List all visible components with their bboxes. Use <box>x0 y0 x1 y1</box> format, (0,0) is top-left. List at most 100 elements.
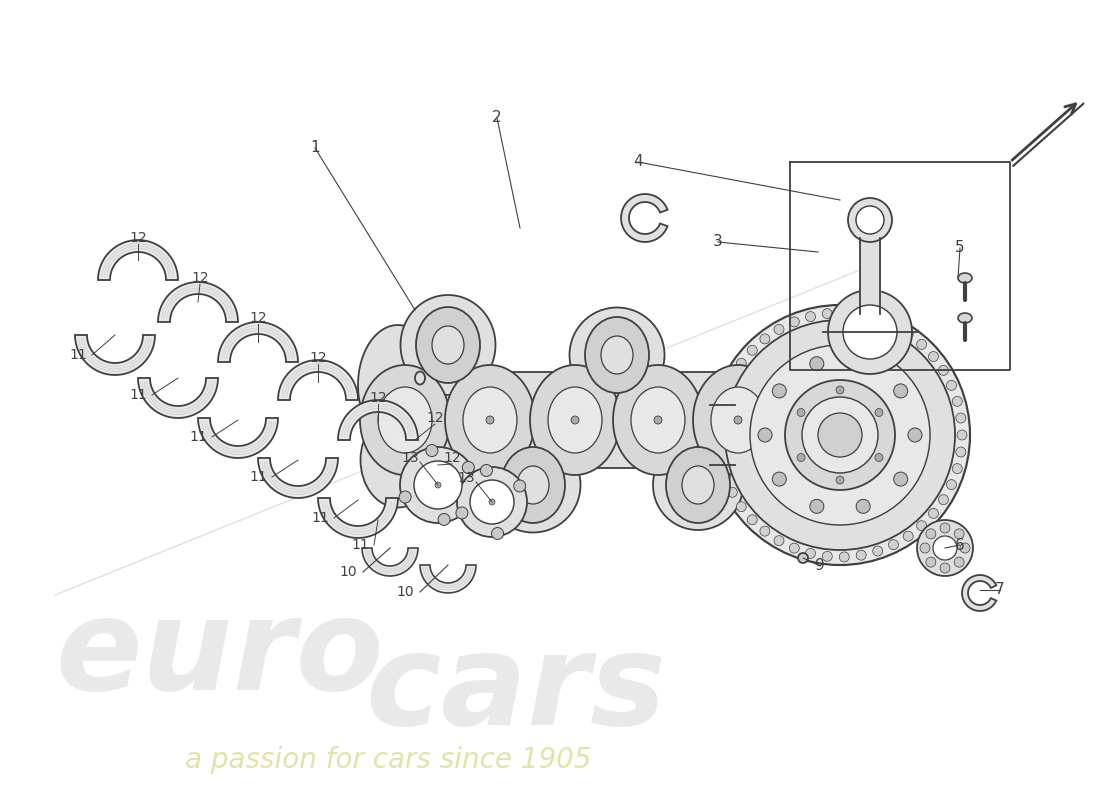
Polygon shape <box>98 240 178 280</box>
Ellipse shape <box>360 365 450 475</box>
Polygon shape <box>198 418 278 458</box>
Circle shape <box>917 520 974 576</box>
Ellipse shape <box>693 365 783 475</box>
FancyBboxPatch shape <box>557 372 676 468</box>
Circle shape <box>798 553 808 563</box>
Circle shape <box>810 357 824 370</box>
Circle shape <box>774 324 784 334</box>
Circle shape <box>893 384 907 398</box>
Circle shape <box>400 447 476 523</box>
Circle shape <box>893 472 907 486</box>
Circle shape <box>736 358 746 368</box>
Circle shape <box>492 527 504 539</box>
Circle shape <box>928 509 938 518</box>
Circle shape <box>734 416 742 424</box>
Ellipse shape <box>432 326 464 364</box>
Circle shape <box>399 491 411 503</box>
Ellipse shape <box>361 413 436 507</box>
Circle shape <box>716 405 726 414</box>
Circle shape <box>960 543 970 553</box>
FancyBboxPatch shape <box>387 372 508 468</box>
Circle shape <box>836 476 844 484</box>
Polygon shape <box>218 322 298 362</box>
Circle shape <box>856 206 884 234</box>
Ellipse shape <box>446 365 535 475</box>
Ellipse shape <box>631 387 685 453</box>
Circle shape <box>571 416 579 424</box>
Circle shape <box>908 428 922 442</box>
Text: cars: cars <box>365 627 666 752</box>
Circle shape <box>856 357 870 370</box>
Circle shape <box>434 482 441 488</box>
Circle shape <box>953 396 962 406</box>
Polygon shape <box>138 378 218 418</box>
Text: 7: 7 <box>996 582 1004 598</box>
Circle shape <box>490 499 495 505</box>
Circle shape <box>889 540 899 550</box>
Circle shape <box>736 502 746 512</box>
Ellipse shape <box>585 317 649 393</box>
Circle shape <box>805 548 815 558</box>
Circle shape <box>713 422 724 431</box>
Circle shape <box>486 416 494 424</box>
Text: 2: 2 <box>492 110 502 126</box>
Circle shape <box>720 472 730 482</box>
Text: 4: 4 <box>634 154 642 170</box>
Circle shape <box>462 462 474 474</box>
Circle shape <box>790 543 800 553</box>
Circle shape <box>946 380 957 390</box>
Polygon shape <box>962 575 997 611</box>
Circle shape <box>926 529 936 539</box>
Ellipse shape <box>666 447 730 523</box>
Ellipse shape <box>958 313 972 323</box>
Circle shape <box>933 536 957 560</box>
Text: 9: 9 <box>815 558 825 574</box>
Circle shape <box>872 314 882 324</box>
Ellipse shape <box>415 371 425 385</box>
Circle shape <box>928 351 938 362</box>
Circle shape <box>481 465 493 477</box>
Circle shape <box>953 464 962 474</box>
Text: 5: 5 <box>955 241 965 255</box>
Ellipse shape <box>682 466 714 504</box>
Polygon shape <box>75 335 155 375</box>
Text: a passion for cars since 1905: a passion for cars since 1905 <box>185 746 592 774</box>
Circle shape <box>805 312 815 322</box>
Text: euro: euro <box>55 592 384 717</box>
Ellipse shape <box>570 307 664 402</box>
Circle shape <box>903 531 913 541</box>
Ellipse shape <box>485 438 581 533</box>
Circle shape <box>916 339 926 350</box>
Circle shape <box>725 320 955 550</box>
Circle shape <box>802 397 878 473</box>
Ellipse shape <box>463 387 517 453</box>
FancyBboxPatch shape <box>472 372 593 468</box>
Circle shape <box>856 310 866 320</box>
Circle shape <box>438 514 450 526</box>
Circle shape <box>750 345 930 525</box>
Polygon shape <box>420 565 476 593</box>
Polygon shape <box>158 282 238 322</box>
Circle shape <box>956 413 966 423</box>
Circle shape <box>810 499 824 514</box>
Circle shape <box>822 309 833 318</box>
Circle shape <box>940 523 950 533</box>
Text: 12: 12 <box>370 391 387 405</box>
Circle shape <box>514 480 526 492</box>
Text: 11: 11 <box>69 348 87 362</box>
Text: 12: 12 <box>426 411 443 425</box>
Circle shape <box>798 454 805 462</box>
Text: 13: 13 <box>402 451 419 465</box>
Polygon shape <box>621 194 668 242</box>
Circle shape <box>758 428 772 442</box>
Circle shape <box>402 416 409 424</box>
Polygon shape <box>318 498 398 538</box>
Circle shape <box>760 334 770 344</box>
Ellipse shape <box>416 307 480 383</box>
Text: 12: 12 <box>250 311 267 325</box>
Circle shape <box>954 529 964 539</box>
Circle shape <box>872 546 882 556</box>
Circle shape <box>843 305 896 359</box>
Circle shape <box>874 409 883 417</box>
Text: 11: 11 <box>189 430 207 444</box>
